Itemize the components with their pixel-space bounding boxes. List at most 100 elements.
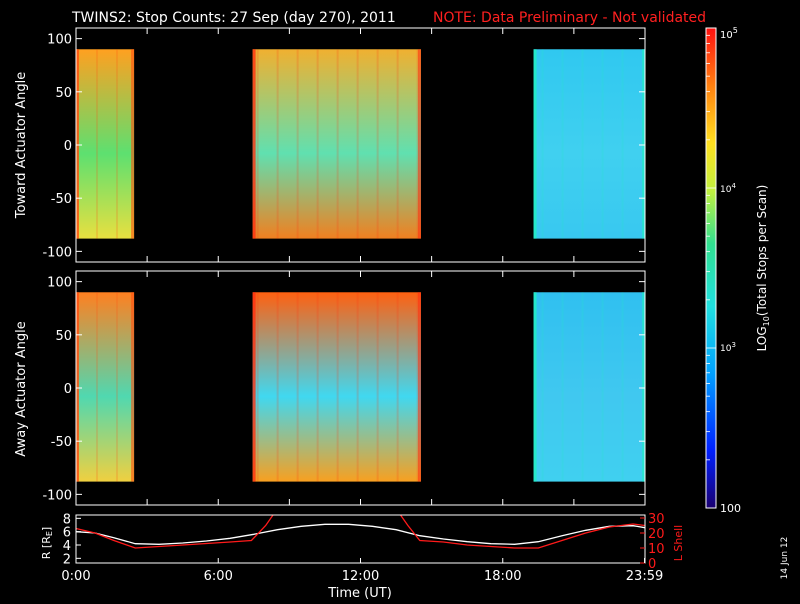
- colorbar-label-prefix: LOG: [755, 326, 769, 351]
- lshell-ylabel: L Shell: [672, 525, 685, 561]
- colorbar-tick-low-base: 10: [720, 344, 732, 354]
- toward-streak: [561, 49, 564, 239]
- time-xtick-label: 23:59: [626, 569, 663, 584]
- toward-time-block: [533, 49, 645, 239]
- radius-ylabel: R [RE]: [40, 527, 54, 559]
- away-angle-ylabel: Away Actuator Angle: [14, 321, 29, 456]
- toward-time-block: [252, 49, 421, 239]
- away-streak: [561, 292, 564, 482]
- toward-ytick-label: 100: [47, 33, 72, 48]
- colorbar-ticks: [706, 34, 716, 509]
- toward-streak: [316, 49, 319, 239]
- toward-block-edge: [533, 49, 537, 239]
- away-angle-panel: 100 50 0 -50 -100: [42, 270, 646, 506]
- radius-ytick-label: 2: [63, 552, 71, 567]
- away-streak: [96, 292, 98, 482]
- time-xtick-label: 0:00: [61, 569, 90, 584]
- toward-streak: [396, 49, 399, 239]
- colorbar-tick-low-exp: 3: [731, 341, 735, 349]
- radius-series: [76, 523, 645, 545]
- colorbar-scale: [705, 27, 717, 509]
- toward-time-block: [76, 49, 135, 239]
- colorbar-tick-top-exp: 5: [733, 26, 738, 35]
- colorbar-label-suffix: (Total Stops per Scan): [755, 185, 769, 316]
- toward-streak: [336, 49, 339, 239]
- away-streak: [316, 292, 319, 482]
- radius-ylabel-end: ]: [40, 527, 53, 531]
- date-stamp: 14 Jun 12: [780, 537, 790, 580]
- away-streak: [541, 292, 544, 482]
- colorbar-label: LOG10(Total Stops per Scan): [755, 185, 771, 352]
- away-streak: [621, 292, 624, 482]
- away-streak: [396, 292, 399, 482]
- time-xtick-label: 12:00: [342, 569, 379, 584]
- lshell-ytick-label: 0: [648, 557, 656, 572]
- toward-ytick-label: -100: [42, 245, 72, 260]
- toward-streak: [276, 49, 279, 239]
- toward-streak: [376, 49, 379, 239]
- toward-streak: [581, 49, 584, 239]
- toward-streak: [541, 49, 544, 239]
- away-streak: [276, 292, 279, 482]
- toward-streak: [416, 49, 419, 239]
- toward-angle-ylabel: Toward Actuator Angle: [14, 72, 29, 219]
- toward-angle-panel: 100 50 0 -50 -100: [42, 27, 646, 263]
- time-xtick-label: 6:00: [204, 569, 233, 584]
- toward-streak: [296, 49, 299, 239]
- away-time-block: [76, 292, 135, 482]
- away-streak: [116, 292, 118, 482]
- away-block-edge: [252, 292, 256, 482]
- colorbar-tick-mid-exp: 4: [731, 182, 736, 190]
- away-ytick-label: -100: [42, 488, 72, 503]
- toward-block-edge: [252, 49, 256, 239]
- colorbar-tick-top-base: 10: [720, 30, 733, 41]
- lshell-ytick-label: 10: [648, 542, 665, 557]
- colorbar: 105 104 103 100 LOG10(Total Stops per Sc…: [705, 26, 771, 515]
- toward-block-edge: [76, 49, 79, 239]
- away-streak: [581, 292, 584, 482]
- toward-ytick-label: 0: [64, 139, 72, 154]
- toward-streak: [356, 49, 359, 239]
- away-block-edge: [131, 292, 135, 482]
- colorbar-tick-low: 103: [720, 341, 736, 354]
- away-streak: [416, 292, 419, 482]
- chart-title: TWINS2: Stop Counts: 27 Sep (day 270), 2…: [71, 10, 396, 26]
- away-block-edge: [533, 292, 537, 482]
- radius-ytick-label: 8: [63, 512, 71, 527]
- time-xlabel: Time (UT): [327, 586, 392, 600]
- lshell-ytick-label: 20: [648, 527, 665, 542]
- toward-block-edge: [642, 49, 645, 239]
- toward-ytick-label: -50: [51, 192, 72, 207]
- toward-streak: [96, 49, 98, 239]
- toward-streak: [621, 49, 624, 239]
- orbit-plot-area: [76, 515, 645, 563]
- colorbar-label-sub: 10: [762, 316, 771, 326]
- away-block-edge: [417, 292, 421, 482]
- away-ytick-label: 0: [64, 382, 72, 397]
- radius-ytick-label: 6: [63, 526, 71, 541]
- toward-block-edge: [131, 49, 135, 239]
- away-streak: [376, 292, 379, 482]
- lshell-ytick-label: 30: [648, 512, 665, 527]
- radius-ylabel-main: R [R: [40, 536, 53, 559]
- away-time-block: [252, 292, 421, 482]
- toward-streak: [601, 49, 604, 239]
- toward-ytick-label: 50: [55, 86, 72, 101]
- toward-streak: [116, 49, 118, 239]
- away-ytick-label: -50: [51, 435, 72, 450]
- radius-ytick-label: 4: [63, 539, 71, 554]
- away-streak: [356, 292, 359, 482]
- colorbar-tick-mid: 104: [720, 182, 736, 195]
- away-streak: [256, 292, 259, 482]
- time-xtick-label: 18:00: [484, 569, 521, 584]
- radius-ylabel-sub: E: [45, 531, 54, 536]
- colorbar-tick-bottom: 100: [720, 502, 741, 515]
- toward-block-edge: [417, 49, 421, 239]
- away-time-block: [533, 292, 645, 482]
- toward-streak: [256, 49, 259, 239]
- colorbar-tick-mid-base: 10: [720, 185, 732, 195]
- away-ytick-label: 100: [47, 276, 72, 291]
